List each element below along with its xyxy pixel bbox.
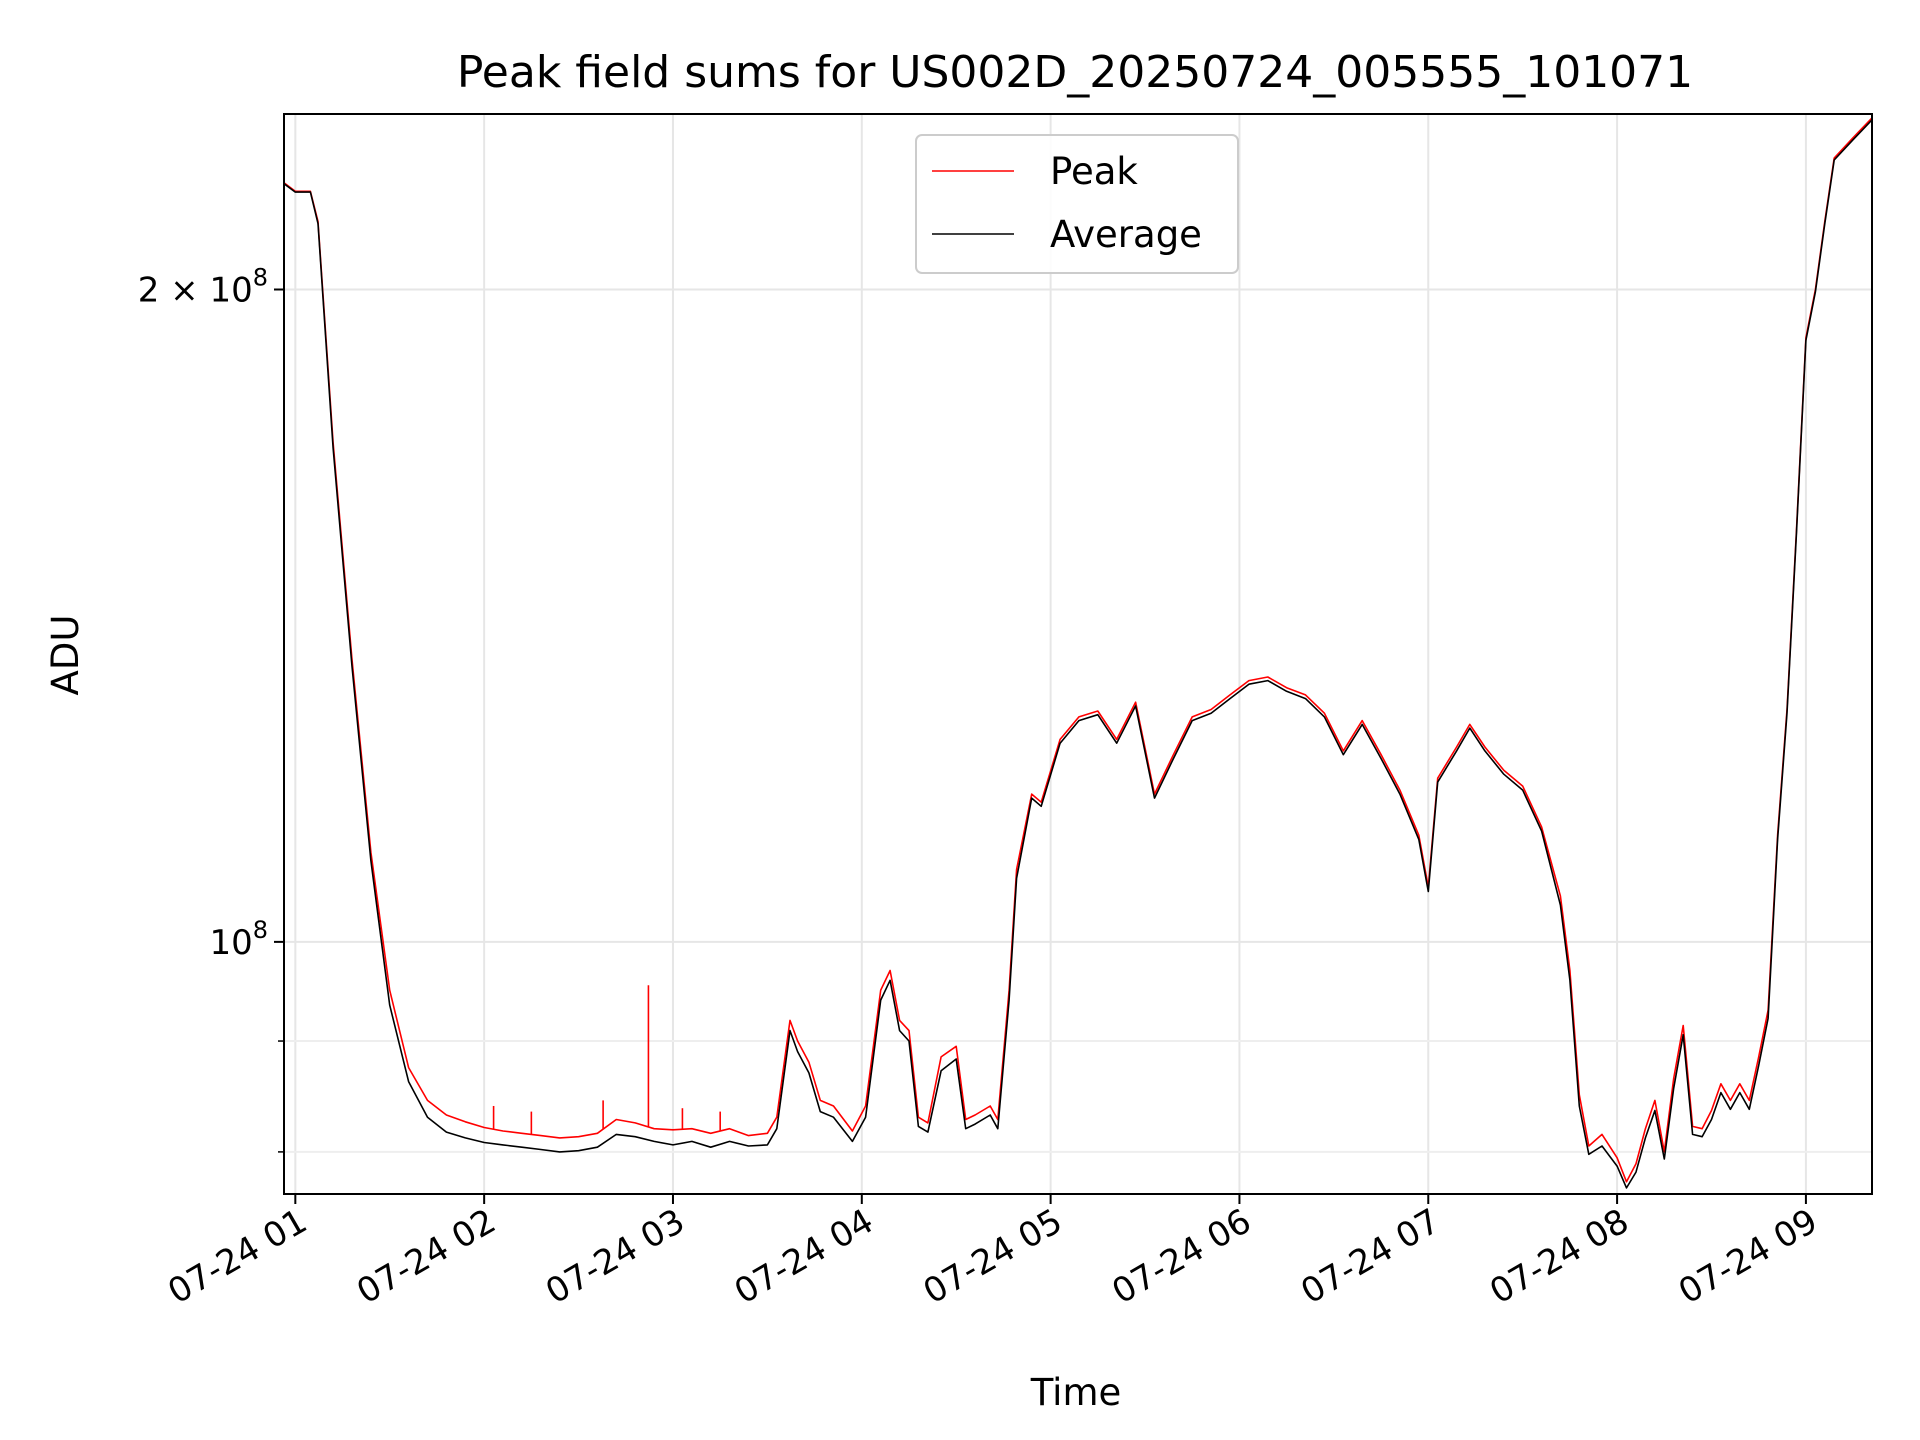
- legend-label-peak: Peak: [1050, 150, 1138, 193]
- x-tick-label: 07-24 01: [161, 1201, 313, 1312]
- series-layer: [284, 117, 1872, 1189]
- x-tick-label: 07-24 02: [350, 1201, 502, 1312]
- chart-title: Peak field sums for US002D_20250724_0055…: [457, 47, 1693, 98]
- y-axis-label: ADU: [44, 615, 87, 696]
- y-tick-label: 108: [209, 916, 268, 963]
- x-axis-label: Time: [1030, 1371, 1122, 1414]
- x-tick-label: 07-24 07: [1294, 1201, 1446, 1312]
- legend-label-average: Average: [1050, 213, 1202, 256]
- series-line-peak: [284, 117, 1872, 1183]
- x-tick-label: 07-24 09: [1672, 1201, 1824, 1312]
- x-axis: 07-24 01 07-24 02 07-24 03 07-24 04 07-24 05…: [161, 1194, 1824, 1312]
- x-tick-label: 07-24 03: [539, 1201, 691, 1312]
- y-tick-label: 2 × 108: [138, 264, 268, 311]
- x-tick-label: 07-24 05: [917, 1201, 1069, 1312]
- legend: Peak Average: [915, 134, 1239, 274]
- x-tick-label: 07-24 06: [1106, 1201, 1258, 1312]
- series-line-average: [284, 119, 1872, 1189]
- x-tick-label: 07-24 04: [728, 1201, 880, 1312]
- y-axis: 108 2 × 108: [138, 264, 284, 1153]
- x-tick-label: 07-24 08: [1483, 1201, 1635, 1312]
- plot-frame: [283, 113, 1873, 1195]
- grid: [284, 114, 1872, 1194]
- legend-box: [915, 134, 1239, 274]
